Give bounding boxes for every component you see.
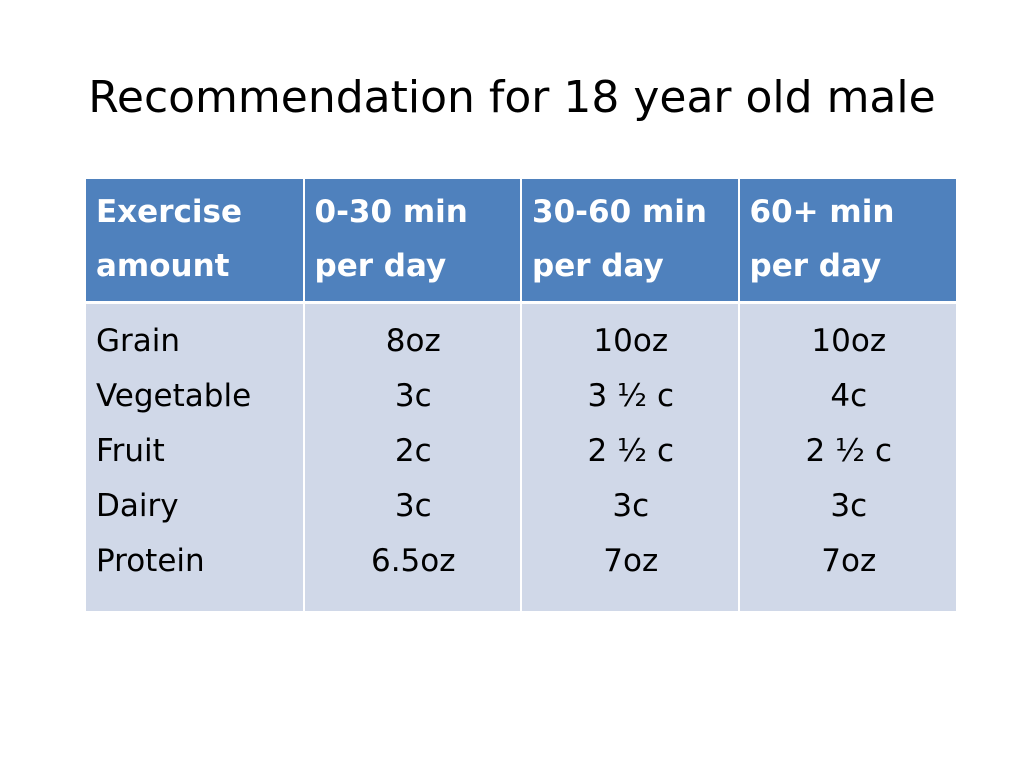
value-fruit: 2 ½ c [805, 433, 893, 469]
food-group-fruit: Fruit [96, 433, 165, 469]
value-grain: 8oz [385, 323, 441, 359]
header-line: 30-60 min [532, 194, 707, 230]
value-dairy: 3c [612, 488, 650, 524]
food-group-protein: Protein [96, 543, 205, 579]
value-protein: 7oz [821, 543, 877, 579]
value-grain: 10oz [811, 323, 887, 359]
table-row: Grain Vegetable Fruit Dairy Protein 8oz … [86, 302, 956, 611]
value-vegetable: 4c [830, 378, 868, 414]
value-dairy: 3c [830, 488, 868, 524]
header-line: per day [532, 248, 664, 284]
food-group-cell: Grain Vegetable Fruit Dairy Protein [86, 302, 305, 611]
value-fruit: 2c [394, 433, 432, 469]
header-line: 0-30 min [314, 194, 468, 230]
slide-title: Recommendation for 18 year old male [88, 72, 936, 123]
header-0-30-min: 0-30 min per day [303, 179, 522, 304]
value-grain: 10oz [593, 323, 669, 359]
value-vegetable: 3c [394, 378, 432, 414]
value-protein: 6.5oz [370, 543, 456, 579]
recommendation-table: Exercise amount 0-30 min per day 30-60 m… [86, 179, 956, 611]
header-line: 60+ min [749, 194, 895, 230]
value-vegetable: 3 ½ c [587, 378, 675, 414]
food-group-dairy: Dairy [96, 488, 179, 524]
values-30-60-min: 10oz 3 ½ c 2 ½ c 3c 7oz [521, 302, 740, 611]
header-line: Exercise [96, 194, 242, 230]
value-protein: 7oz [603, 543, 659, 579]
food-group-grain: Grain [96, 323, 181, 359]
header-line: per day [314, 248, 447, 284]
values-60-plus-min: 10oz 4c 2 ½ c 3c 7oz [738, 302, 956, 611]
header-exercise-amount: Exercise amount [86, 179, 305, 304]
header-60-plus-min: 60+ min per day [738, 179, 956, 304]
value-fruit: 2 ½ c [587, 433, 675, 469]
header-30-60-min: 30-60 min per day [521, 179, 740, 304]
table-header-row: Exercise amount 0-30 min per day 30-60 m… [86, 179, 956, 304]
header-line: amount [96, 248, 230, 284]
header-line: per day [749, 248, 882, 284]
values-0-30-min: 8oz 3c 2c 3c 6.5oz [303, 302, 522, 611]
value-dairy: 3c [394, 488, 432, 524]
food-group-vegetable: Vegetable [96, 378, 252, 414]
